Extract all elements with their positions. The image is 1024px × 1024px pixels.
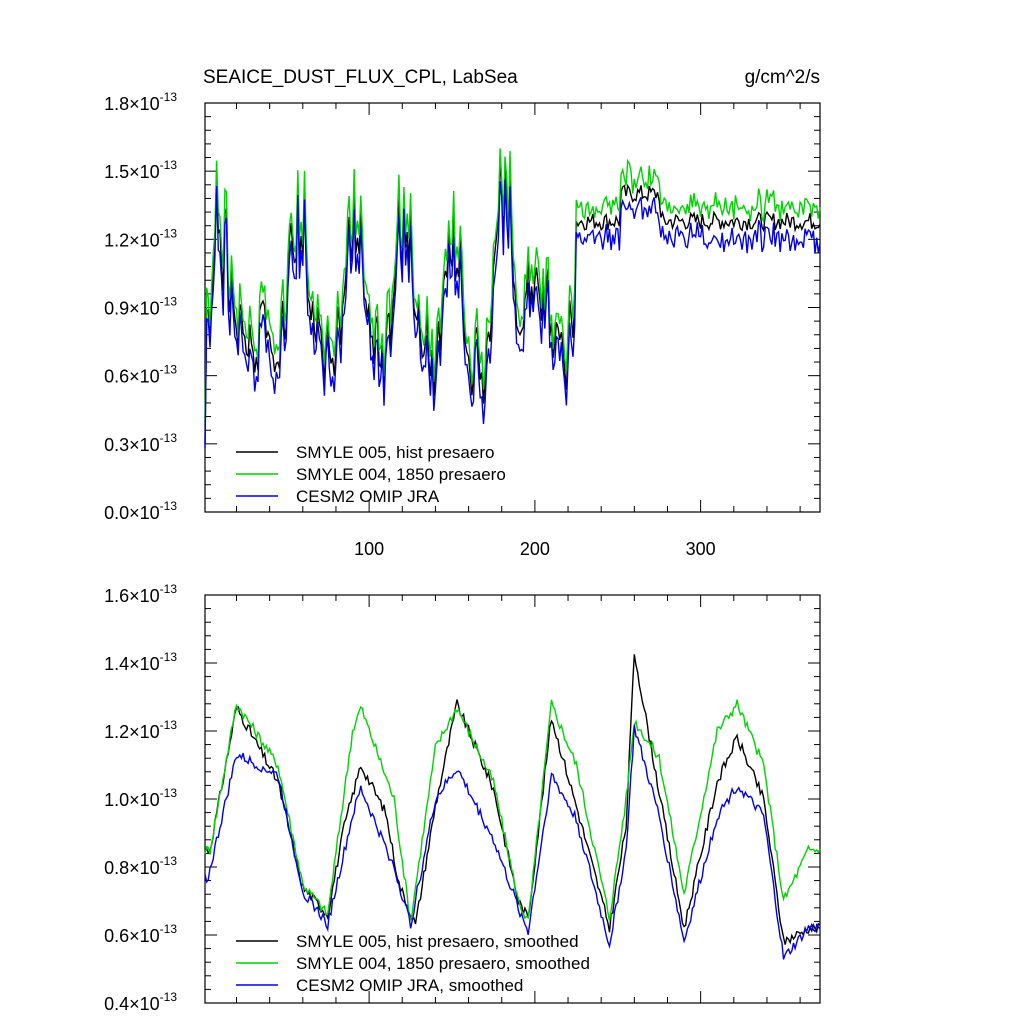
top-legend-label: SMYLE 005, hist presaero xyxy=(296,443,494,462)
top-panel: 0.0×10-13 0.3×10-13 0.6×10-13 0.9×10-13 1.2×… xyxy=(104,90,821,559)
bottom-ytick-label: 1.6×10-13 xyxy=(104,582,177,606)
bottom-legend-label: CESM2 OMIP JRA, smoothed xyxy=(296,976,523,995)
bottom-ytick-label: 1.0×10-13 xyxy=(104,786,177,810)
top-legend: SMYLE 005, hist presaero SMYLE 004, 1850 … xyxy=(236,443,506,506)
bottom-ytick-label: 0.4×10-13 xyxy=(104,990,177,1014)
top-ytick-label: 0.6×10-13 xyxy=(104,363,177,387)
top-legend-label: SMYLE 004, 1850 presaero xyxy=(296,465,506,484)
bottom-panel: 0.4×10-13 0.6×10-13 0.8×10-13 1.0×10-13 1.2×… xyxy=(104,582,821,1014)
top-ytick-label: 0.0×10-13 xyxy=(104,499,177,523)
bottom-ytick-label: 1.2×10-13 xyxy=(104,718,177,742)
top-xtick-label: 300 xyxy=(686,539,716,559)
bottom-series-2-line xyxy=(204,724,821,960)
top-legend-label: CESM2 OMIP JRA xyxy=(296,487,440,506)
top-series-1-line xyxy=(204,148,821,426)
top-ytick-label: 0.9×10-13 xyxy=(104,295,177,319)
bottom-ytick-label: 0.8×10-13 xyxy=(104,854,177,878)
bottom-series-1-line xyxy=(204,699,821,921)
top-xtick-label: 200 xyxy=(520,539,550,559)
top-ytick-label: 1.5×10-13 xyxy=(104,158,177,182)
units-label: g/cm^2/s xyxy=(745,67,820,88)
bottom-ytick-label: 0.6×10-13 xyxy=(104,922,177,946)
top-ytick-label: 1.2×10-13 xyxy=(104,226,177,250)
bottom-ytick-label: 1.4×10-13 xyxy=(104,650,177,674)
bottom-legend-label: SMYLE 004, 1850 presaero, smoothed xyxy=(296,954,590,973)
bottom-legend: SMYLE 005, hist presaero, smoothed SMYLE … xyxy=(236,932,590,995)
bottom-legend-label: SMYLE 005, hist presaero, smoothed xyxy=(296,932,579,951)
top-ytick-label: 0.3×10-13 xyxy=(104,431,177,455)
chart-title: SEAICE_DUST_FLUX_CPL, LabSea xyxy=(203,67,518,88)
top-series-2-line xyxy=(204,179,821,449)
top-ytick-label: 1.8×10-13 xyxy=(104,90,177,114)
top-xtick-label: 100 xyxy=(354,539,384,559)
